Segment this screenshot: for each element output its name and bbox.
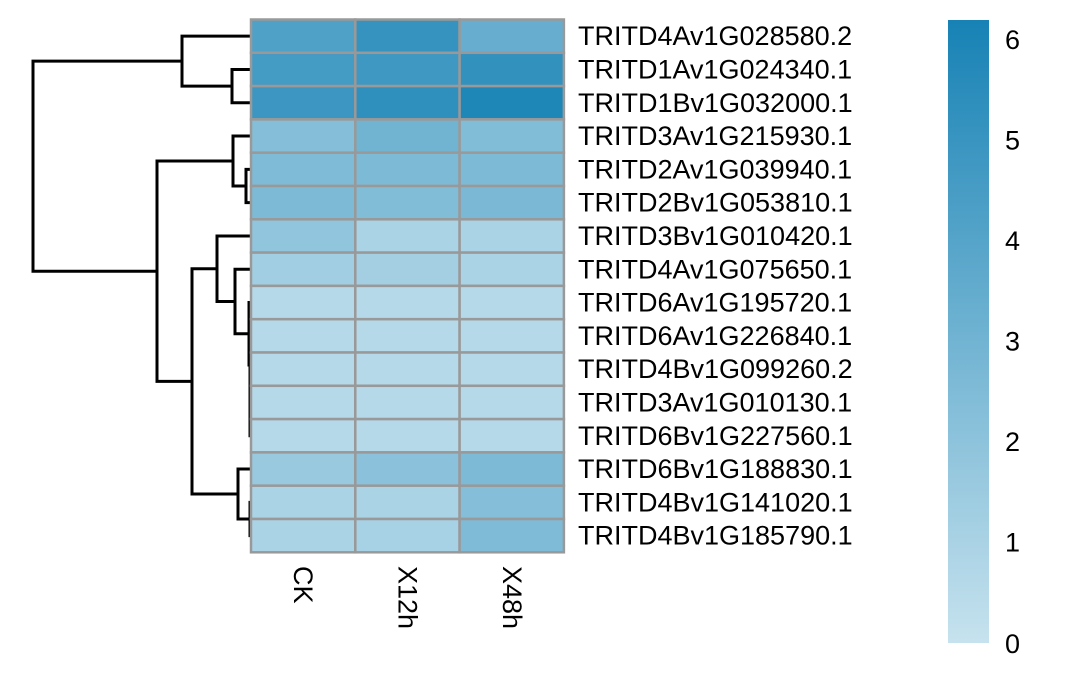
heatmap-cell (458, 51, 566, 88)
color-legend-bar (948, 20, 989, 643)
column-label: CK (288, 566, 318, 604)
row-label: TRITD4Av1G028580.2 (578, 21, 852, 51)
heatmap-cell (249, 18, 357, 55)
row-label: TRITD6Av1G226840.1 (578, 321, 852, 351)
legend-tick-label: 0 (1005, 629, 1020, 659)
heatmap-cell (249, 351, 357, 388)
row-label: TRITD4Bv1G099260.2 (578, 354, 853, 384)
heatmap-cell (249, 384, 357, 421)
heatmap-cell (249, 484, 357, 521)
row-label: TRITD1Av1G024340.1 (578, 54, 852, 84)
heatmap-cell (458, 351, 566, 388)
heatmap-cell (354, 517, 461, 554)
heatmap-cell (458, 284, 566, 321)
heatmap-cell (458, 118, 566, 154)
legend-tick-label: 3 (1005, 327, 1020, 357)
heatmap-cell (458, 317, 566, 354)
heatmap-cell (354, 218, 461, 254)
row-label: TRITD6Av1G195720.1 (578, 288, 852, 318)
heatmap-cell (458, 517, 566, 554)
dendrogram-branch (180, 34, 251, 88)
legend-tick-label: 1 (1005, 528, 1020, 558)
heatmap-cell (458, 218, 566, 254)
heatmap-cell (458, 151, 566, 188)
row-label: TRITD1Bv1G032000.1 (578, 88, 853, 118)
heatmap-cell (354, 151, 461, 188)
heatmap-cell (354, 384, 461, 421)
color-legend-ticks: 0 1 2 3 4 5 6 (1005, 25, 1020, 659)
heatmap-cell (249, 184, 357, 221)
heatmap-cell (249, 284, 357, 321)
dendrogram-branch (230, 67, 251, 105)
row-label: TRITD4Bv1G185790.1 (578, 521, 853, 551)
heatmap-cell (458, 18, 566, 55)
heatmap-cell (249, 517, 357, 554)
column-labels: CK X12h X48h (288, 566, 527, 629)
heatmap-cell (354, 417, 461, 454)
heatmap-cell (354, 284, 461, 321)
heatmap-cell (249, 84, 357, 121)
row-label: TRITD3Av1G010130.1 (578, 387, 852, 417)
heatmap-cell (458, 84, 566, 121)
row-label: TRITD4Av1G075650.1 (578, 254, 852, 284)
heatmap-cell (458, 451, 566, 487)
dendrogram-branch (231, 134, 251, 188)
heatmap-cell (458, 384, 566, 421)
heatmap-cell (249, 251, 357, 288)
dendrogram-branch (155, 159, 233, 383)
heatmap-cell (354, 118, 461, 154)
heatmap-cells (249, 18, 566, 554)
row-label: TRITD3Bv1G010420.1 (578, 221, 853, 251)
row-label: TRITD3Av1G215930.1 (578, 121, 852, 151)
heatmap-cell (249, 417, 357, 454)
column-label: X12h (392, 566, 422, 629)
legend-tick-label: 2 (1005, 427, 1020, 457)
heatmap-cell (458, 251, 566, 288)
heatmap-cell (458, 484, 566, 521)
row-label: TRITD2Av1G039940.1 (578, 154, 852, 184)
heatmap-cell (354, 251, 461, 288)
legend-tick-label: 6 (1005, 25, 1020, 55)
heatmap-cell (354, 484, 461, 521)
row-label: TRITD6Bv1G188830.1 (578, 454, 853, 484)
column-label: X48h (497, 566, 527, 629)
heatmap-cell (354, 184, 461, 221)
row-label: TRITD2Bv1G053810.1 (578, 188, 853, 218)
heatmap-cell (354, 451, 461, 487)
heatmap-cell (249, 118, 357, 154)
row-label: TRITD4Bv1G141020.1 (578, 487, 853, 517)
heatmap-cell (354, 317, 461, 354)
heatmap-cell (354, 84, 461, 121)
row-dendrogram (31, 34, 252, 538)
legend-tick-label: 5 (1005, 126, 1020, 156)
legend-tick-label: 4 (1005, 226, 1020, 256)
heatmap-cell (458, 184, 566, 221)
heatmap-cell (354, 51, 461, 88)
row-label: TRITD6Bv1G227560.1 (578, 421, 853, 451)
heatmap-cell (249, 218, 357, 254)
heatmap-cell (249, 151, 357, 188)
heatmap-cell (249, 317, 357, 354)
heatmap-cell (354, 18, 461, 55)
heatmap-cell (249, 51, 357, 88)
heatmap-cell (249, 451, 357, 487)
heatmap-cell (458, 417, 566, 454)
color-legend: 0 1 2 3 4 5 6 (948, 20, 1020, 659)
heatmap-cell (354, 351, 461, 388)
dendrogram-branch (31, 59, 182, 273)
